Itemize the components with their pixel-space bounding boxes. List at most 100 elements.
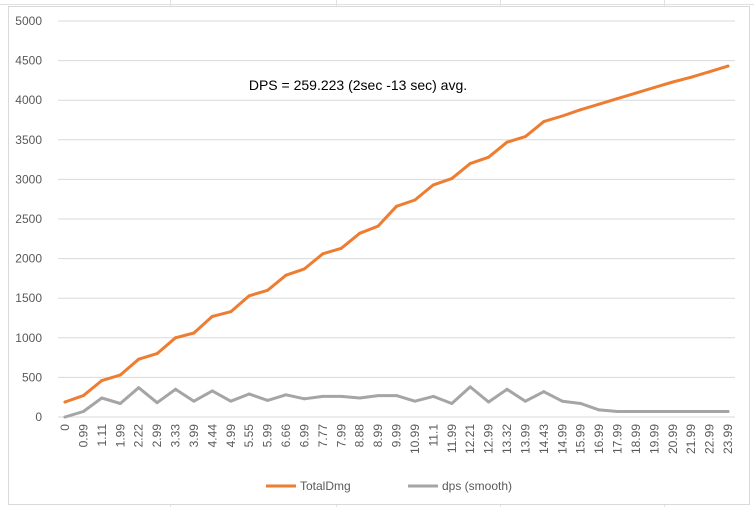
- x-tick-label: 13.32: [500, 424, 514, 454]
- data-point: [137, 357, 141, 361]
- x-tick-label: 4.44: [205, 424, 219, 448]
- data-point: [616, 97, 619, 101]
- data-point: [210, 389, 214, 393]
- data-point: [689, 409, 693, 413]
- dps-average-annotation: DPS = 259.223 (2sec -13 sec) avg.: [249, 77, 467, 93]
- x-tick-label: 8.99: [371, 424, 385, 448]
- data-point: [726, 409, 730, 413]
- x-tick-label: 2.99: [150, 424, 164, 448]
- legend: TotalDmg dps (smooth): [266, 479, 512, 493]
- y-tick-label: 2500: [15, 212, 42, 226]
- x-tick-label: 3.99: [187, 424, 201, 448]
- x-tick-label: 23.99: [721, 424, 735, 454]
- x-tick-label: 18.99: [629, 424, 643, 454]
- data-point: [450, 402, 454, 406]
- x-tick-label: 9.99: [390, 424, 404, 448]
- x-tick-label: 14.43: [537, 424, 551, 454]
- data-point: [431, 183, 435, 187]
- x-tick-label: 16.99: [592, 424, 606, 454]
- y-tick-label: 5000: [15, 14, 42, 28]
- data-point: [63, 415, 67, 419]
- y-tick-label: 3500: [15, 133, 42, 147]
- y-tick-label: 0: [35, 410, 42, 424]
- y-tick-label: 4500: [15, 54, 42, 68]
- data-point: [247, 294, 251, 298]
- x-tick-label: 19.99: [647, 424, 661, 454]
- data-point: [542, 120, 546, 124]
- x-tick-label: 21.99: [684, 424, 698, 454]
- data-point: [155, 352, 159, 356]
- data-point: [210, 314, 214, 318]
- x-tick-label: 6.99: [297, 424, 311, 448]
- x-tick-label: 4.99: [224, 424, 238, 448]
- data-point: [560, 399, 564, 403]
- data-point: [302, 267, 306, 271]
- data-point: [339, 246, 343, 250]
- data-point: [579, 108, 583, 112]
- data-point: [358, 231, 362, 235]
- data-point: [321, 394, 325, 398]
- series-line-0: [63, 64, 730, 404]
- data-point: [376, 224, 380, 228]
- x-tick-label: 0: [58, 424, 72, 431]
- x-tick-label: 5.99: [261, 424, 275, 448]
- data-point: [689, 75, 693, 79]
- sheet-row-line: [0, 4, 754, 5]
- x-tick-label: 8.88: [353, 424, 367, 448]
- x-tick-label: 13.99: [518, 424, 532, 454]
- data-point: [468, 385, 472, 389]
- x-tick-label: 6.66: [279, 424, 293, 448]
- data-point: [487, 155, 491, 159]
- y-tick-label: 2000: [15, 252, 42, 266]
- x-tick-label: 22.99: [703, 424, 717, 454]
- data-point: [505, 140, 509, 144]
- data-point: [413, 399, 417, 403]
- y-axis-tick-labels: 0 500 1000 1500 2000 2500 3000 3500 4000 4500 5000: [15, 14, 42, 424]
- data-point: [616, 409, 619, 413]
- data-point: [708, 409, 712, 413]
- data-point: [542, 390, 546, 394]
- data-point: [487, 400, 491, 404]
- data-point: [634, 409, 638, 413]
- data-point: [192, 399, 196, 403]
- data-point: [339, 394, 343, 398]
- x-tick-label: 2.22: [132, 424, 146, 448]
- x-tick-label: 12.21: [463, 424, 477, 454]
- data-point: [671, 409, 675, 413]
- data-point: [671, 80, 675, 84]
- data-point: [358, 396, 362, 400]
- data-point: [284, 393, 288, 397]
- data-point: [81, 409, 85, 413]
- data-point: [229, 399, 233, 403]
- x-tick-label: 11.99: [445, 424, 459, 453]
- chart-area[interactable]: [8, 6, 750, 505]
- y-tick-label: 3000: [15, 172, 42, 186]
- x-tick-label: 10.99: [408, 424, 422, 454]
- data-point: [431, 394, 435, 398]
- data-point: [321, 252, 325, 256]
- data-point: [597, 408, 601, 412]
- data-point: [247, 392, 251, 396]
- data-point: [450, 177, 454, 181]
- x-tick-label: 7.77: [316, 424, 330, 448]
- x-tick-label: 5.55: [242, 424, 256, 448]
- series-lines: [63, 64, 730, 419]
- y-tick-label: 1500: [15, 291, 42, 305]
- data-point: [523, 399, 527, 403]
- data-point: [523, 135, 527, 139]
- data-point: [81, 394, 85, 398]
- data-point: [118, 402, 122, 406]
- data-point: [266, 288, 270, 292]
- data-point: [376, 394, 380, 398]
- series-line-1: [63, 385, 730, 419]
- x-tick-label: 3.33: [169, 424, 183, 448]
- y-tick-label: 1000: [15, 331, 42, 345]
- y-gridlines: [58, 20, 735, 418]
- data-point: [266, 398, 270, 402]
- y-tick-label: 4000: [15, 93, 42, 107]
- x-tick-label: 14.99: [555, 424, 569, 454]
- x-tick-label: 1.99: [113, 424, 127, 448]
- data-point: [708, 70, 712, 74]
- x-tick-label: 0.99: [76, 424, 90, 448]
